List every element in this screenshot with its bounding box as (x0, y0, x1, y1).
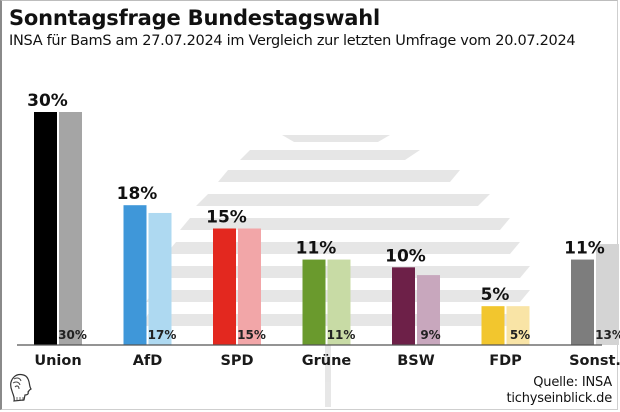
bar-previous-4 (417, 275, 440, 345)
watermark-stripe (218, 170, 460, 182)
category-label: Sonst. (569, 353, 620, 369)
watermark-stripe (196, 194, 490, 206)
bar-previous-5 (506, 306, 530, 345)
category-label: FDP (489, 353, 522, 369)
category-label: BSW (397, 353, 435, 369)
bar-current-4 (392, 267, 415, 345)
chart-title: Sonntagsfrage Bundestagswahl (9, 6, 380, 30)
category-label: SPD (220, 353, 253, 369)
value-label-current: 15% (206, 208, 247, 228)
bar-previous-1 (148, 212, 172, 345)
value-label-previous: 11% (327, 328, 356, 342)
bar-previous-3 (327, 259, 351, 345)
chart-subtitle: INSA für BamS am 27.07.2024 im Vergleich… (9, 33, 576, 49)
bar-current-2 (213, 228, 236, 345)
value-label-current: 18% (117, 184, 158, 204)
value-label-current: 30% (27, 91, 68, 111)
value-label-current: 11% (296, 239, 337, 259)
bar-current-0 (34, 112, 57, 345)
value-label-previous: 17% (148, 328, 177, 342)
site-label: tichyseinblick.de (506, 391, 612, 406)
value-label-current: 5% (481, 285, 510, 305)
source-label: Quelle: INSA (533, 375, 612, 390)
bars-layer (34, 112, 619, 345)
value-label-previous: 30% (58, 328, 87, 342)
bar-current-3 (302, 259, 326, 345)
labels-layer: 30% 30% Union 18% 17% AfD 15% 15% SPD 11% 11% Grüne… (27, 91, 620, 369)
category-label: AfD (133, 353, 163, 369)
value-label-previous: 13% (595, 328, 620, 342)
category-label: Union (34, 353, 81, 369)
watermark-stripe (282, 135, 390, 142)
bar-previous-0 (59, 112, 82, 345)
greek-head-logo-icon (10, 373, 32, 402)
value-label-previous: 15% (237, 328, 266, 342)
watermark-stripe (240, 150, 420, 160)
value-label-previous: 5% (510, 328, 530, 342)
category-label: Grüne (302, 353, 352, 369)
watermark-stripe (180, 218, 510, 230)
bar-previous-6 (596, 244, 619, 345)
watermark-stripe (325, 345, 331, 407)
bar-current-5 (481, 306, 505, 345)
value-label-current: 10% (385, 246, 426, 266)
bar-previous-2 (238, 228, 261, 345)
bar-current-1 (123, 205, 147, 345)
value-label-current: 11% (564, 239, 605, 259)
bar-current-6 (571, 259, 594, 345)
value-label-previous: 9% (420, 328, 440, 342)
